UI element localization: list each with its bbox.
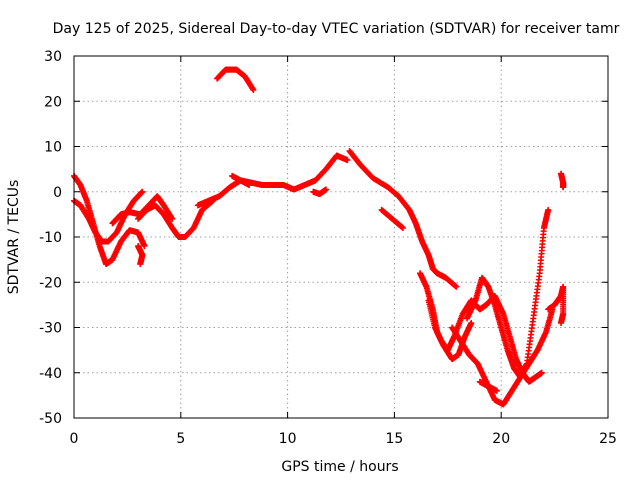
y-tick-label: 10 xyxy=(44,140,62,156)
y-axis-label: SDTVAR / TECUs xyxy=(6,180,22,295)
data-point xyxy=(538,369,545,376)
series-arc9 xyxy=(310,186,330,198)
y-tick-labels: 30 20 10 0 -10 -20 -30 -40 -50 xyxy=(39,49,62,427)
chart-title: Day 125 of 2025, Sidereal Day-to-day VTE… xyxy=(53,21,620,37)
data-point xyxy=(558,319,565,326)
y-tick-label: 20 xyxy=(44,94,62,110)
axis-ticks xyxy=(73,55,609,419)
data-point xyxy=(246,181,253,188)
series-arc5 xyxy=(135,243,146,268)
y-tick-label: -40 xyxy=(39,366,62,382)
y-tick-label: 30 xyxy=(44,49,62,65)
series-arc8 xyxy=(229,172,253,188)
y-tick-label: 0 xyxy=(53,185,62,201)
series-arc11 xyxy=(378,206,406,231)
series-arc14 xyxy=(464,206,552,381)
data-point xyxy=(137,261,144,268)
data-point xyxy=(169,215,176,222)
y-tick-label: -10 xyxy=(39,230,62,246)
grid xyxy=(74,56,608,418)
x-tick-label: 20 xyxy=(492,431,510,447)
data-point xyxy=(453,283,460,290)
x-tick-labels: 0 5 10 15 20 25 xyxy=(70,431,617,447)
data-point xyxy=(493,387,500,394)
x-tick-label: 10 xyxy=(279,431,297,447)
y-tick-label: -30 xyxy=(39,321,62,337)
data-series xyxy=(71,66,567,408)
series-arc4 xyxy=(135,197,216,240)
data-point xyxy=(250,86,257,93)
x-tick-label: 15 xyxy=(385,431,403,447)
y-tick-label: -20 xyxy=(39,275,62,291)
series-arc15 xyxy=(449,306,556,408)
data-point xyxy=(139,188,146,195)
x-tick-label: 0 xyxy=(70,431,79,447)
series-arc18 xyxy=(558,170,567,191)
series-arc10 xyxy=(346,148,460,290)
series-arc1 xyxy=(71,172,148,268)
data-point xyxy=(399,224,406,231)
data-point xyxy=(344,157,351,164)
series-arc2 xyxy=(71,188,146,245)
series-arc7 xyxy=(214,66,257,93)
x-tick-label: 5 xyxy=(176,431,185,447)
series-arc16 xyxy=(476,378,500,394)
series-arc6 xyxy=(194,152,351,209)
data-point xyxy=(323,186,330,193)
y-tick-label: -50 xyxy=(39,411,62,427)
data-point xyxy=(545,206,552,213)
data-point xyxy=(468,319,475,326)
x-tick-label: 25 xyxy=(599,431,617,447)
data-point xyxy=(141,243,148,250)
series-arc17 xyxy=(545,283,567,326)
x-axis-label: GPS time / hours xyxy=(281,459,398,475)
data-point xyxy=(560,184,567,191)
